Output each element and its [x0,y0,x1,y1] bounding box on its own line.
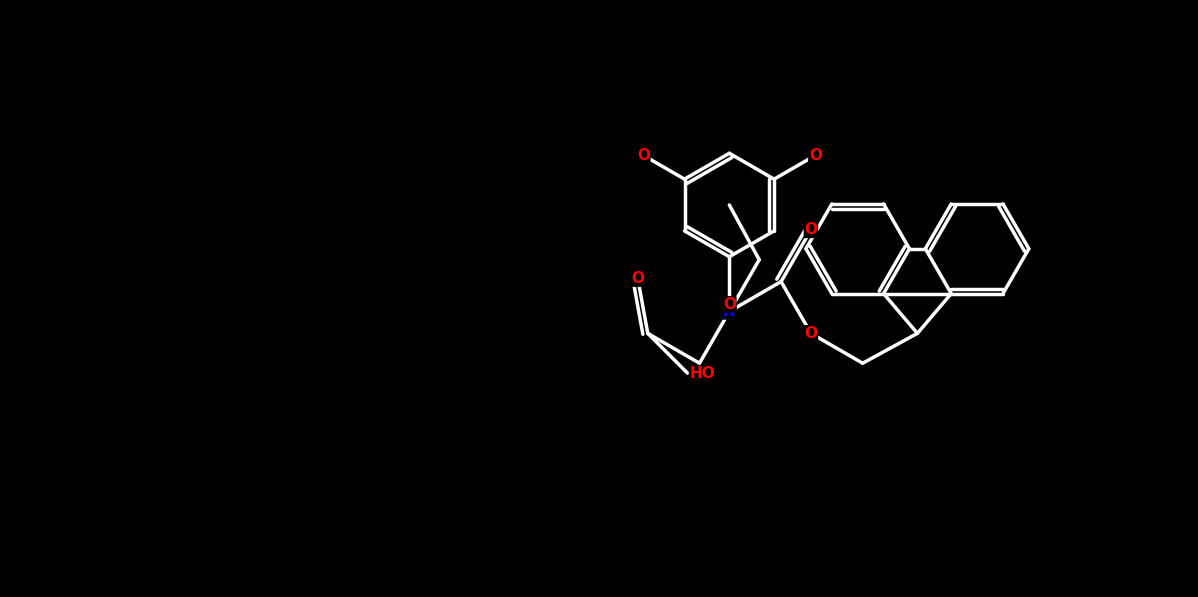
Text: HO: HO [690,365,715,381]
Text: O: O [637,148,649,163]
Text: O: O [722,297,736,312]
Text: O: O [804,326,817,341]
Text: O: O [631,271,645,286]
Text: N: N [722,304,736,319]
Text: O: O [804,222,817,238]
Text: O: O [809,148,822,163]
